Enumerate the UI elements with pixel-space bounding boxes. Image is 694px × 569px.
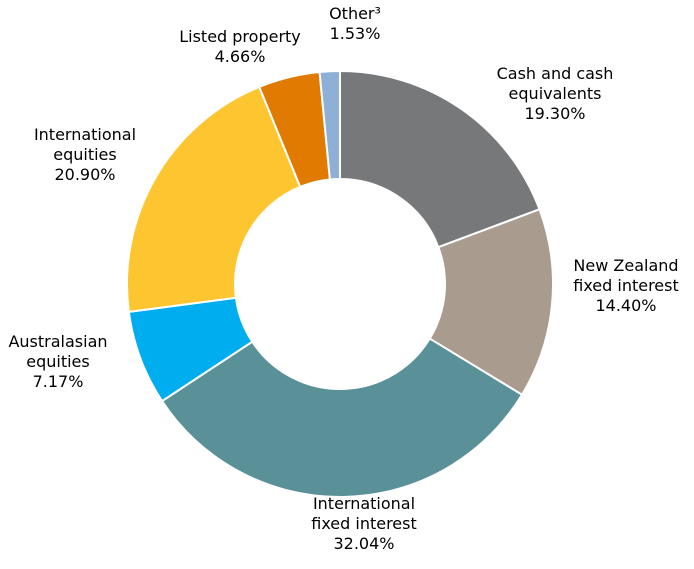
label-line: fixed interest <box>311 514 417 533</box>
label-line: 7.17% <box>33 372 84 391</box>
label-line: 32.04% <box>333 534 394 553</box>
donut-slices <box>126 69 554 498</box>
slice-cash-and-cash-equivalents <box>339 69 541 249</box>
label-line: 4.66% <box>215 47 266 66</box>
label-other: Other³ 1.53% <box>329 4 381 43</box>
label-line: Other³ <box>329 4 381 23</box>
label-australasian-equities: Australasian equities 7.17% <box>8 332 107 391</box>
label-line: fixed interest <box>573 276 679 295</box>
label-international-fixed-interest: International fixed interest 32.04% <box>311 494 417 553</box>
label-line: Listed property <box>179 27 301 46</box>
label-line: equivalents <box>509 84 602 103</box>
label-line: Australasian <box>8 332 107 351</box>
label-listed-property: Listed property 4.66% <box>179 27 301 66</box>
label-line: equities <box>53 145 116 164</box>
label-line: 19.30% <box>524 104 585 123</box>
label-line: New Zealand <box>573 256 678 275</box>
label-line: International <box>34 125 136 144</box>
label-line: Cash and cash <box>497 64 614 83</box>
label-line: 1.53% <box>330 24 381 43</box>
slice-other <box>318 69 341 181</box>
label-international-equities: International equities 20.90% <box>34 125 136 184</box>
slice-international-fixed-interest <box>160 337 524 498</box>
label-line: 20.90% <box>54 165 115 184</box>
slice-international-equities <box>126 85 302 314</box>
label-cash-and-cash-equivalents: Cash and cash equivalents 19.30% <box>497 64 614 123</box>
label-line: 14.40% <box>595 296 656 315</box>
slice-labels: Cash and cash equivalents 19.30% New Zealan… <box>8 4 678 553</box>
label-line: equities <box>26 352 89 371</box>
label-new-zealand-fixed-interest: New Zealand fixed interest 14.40% <box>573 256 679 315</box>
label-line: International <box>313 494 415 513</box>
